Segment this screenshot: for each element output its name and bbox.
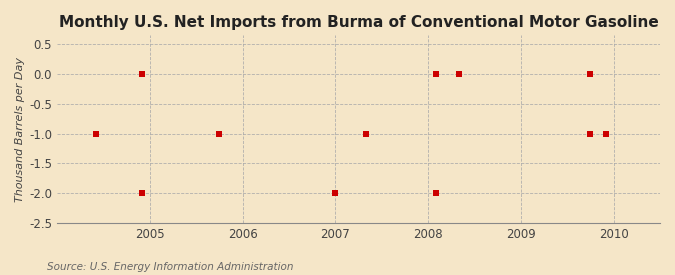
Y-axis label: Thousand Barrels per Day: Thousand Barrels per Day — [15, 57, 25, 202]
Text: Source: U.S. Energy Information Administration: Source: U.S. Energy Information Administ… — [47, 262, 294, 272]
Title: Monthly U.S. Net Imports from Burma of Conventional Motor Gasoline: Monthly U.S. Net Imports from Burma of C… — [59, 15, 658, 30]
